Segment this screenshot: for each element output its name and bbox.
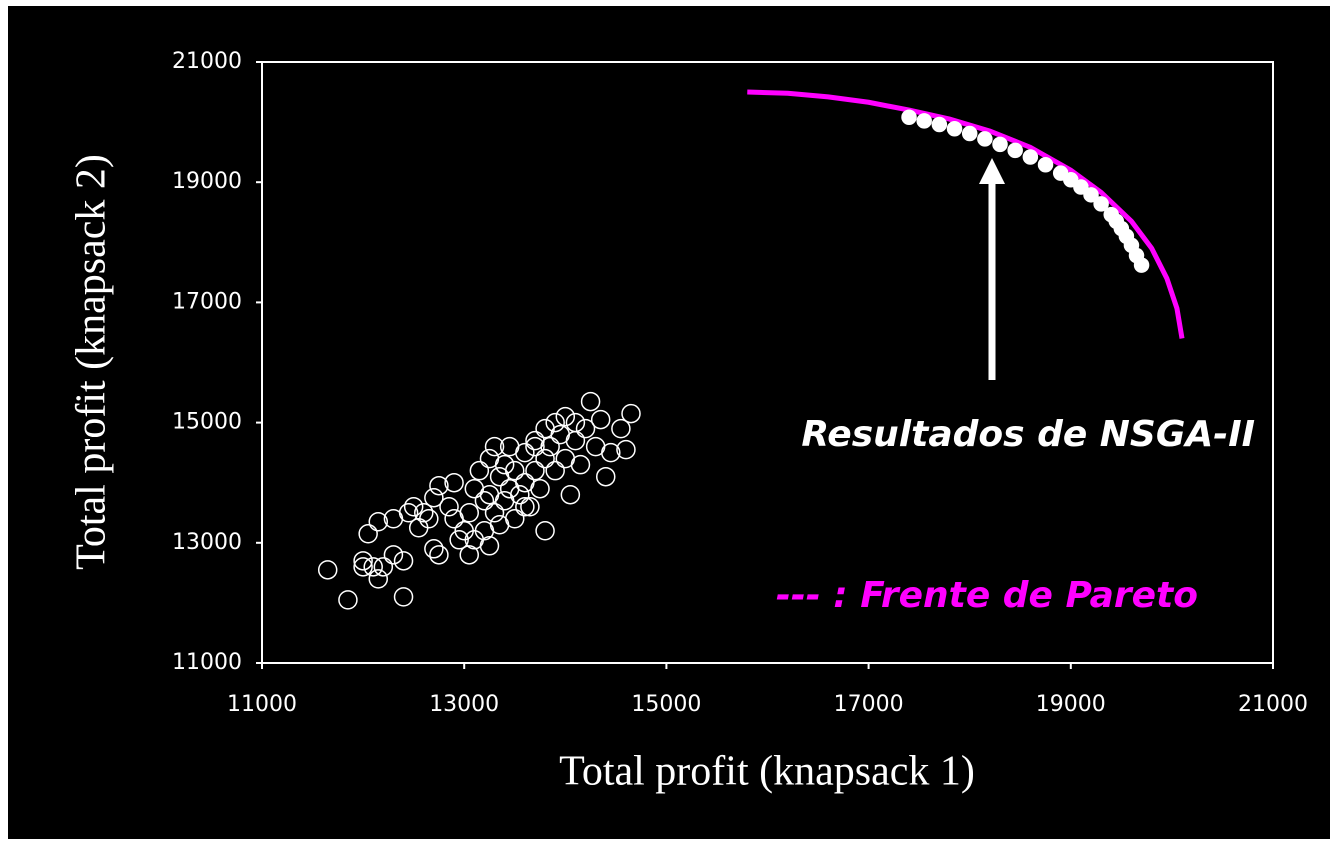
- initial-point: [353, 557, 373, 577]
- initial-point: [419, 509, 439, 529]
- initial-point: [621, 403, 641, 424]
- initial-point: [403, 496, 424, 517]
- initial-point: [439, 496, 459, 517]
- initial-point: [383, 545, 404, 565]
- x-axis-label: Total profit (knapsack 1): [559, 749, 975, 795]
- solution-point: [901, 109, 917, 126]
- solution-point: [1022, 149, 1039, 165]
- initial-point: [479, 536, 500, 556]
- x-tick-label: 19000: [1036, 692, 1106, 717]
- initial-point: [535, 448, 555, 469]
- solution-point: [946, 120, 963, 137]
- initial-point: [429, 475, 449, 496]
- solution-point: [916, 113, 932, 129]
- y-tick-label: 21000: [172, 49, 242, 74]
- initial-point: [429, 545, 449, 565]
- plot-frame: [261, 61, 1274, 664]
- initial-point: [494, 454, 515, 475]
- initial-point: [611, 418, 631, 439]
- initial-point: [575, 418, 596, 439]
- solution-point: [1133, 257, 1150, 273]
- x-tick-label: 13000: [429, 692, 499, 717]
- initial-point: [520, 496, 540, 517]
- initial-point: [484, 503, 505, 523]
- solution-point: [1073, 179, 1089, 195]
- initial-point: [555, 406, 576, 427]
- solution-point: [1083, 187, 1099, 203]
- y-tick-label: 11000: [172, 650, 242, 675]
- initial-point: [368, 512, 389, 532]
- initial-point: [525, 460, 545, 481]
- initial-point: [393, 587, 414, 607]
- initial-point: [565, 412, 586, 433]
- pareto-front: [747, 89, 1185, 339]
- initial-point: [363, 557, 383, 577]
- y-tick-label: 17000: [172, 289, 242, 314]
- initial-point: [580, 391, 601, 412]
- initial-point: [474, 490, 495, 511]
- initial-point: [373, 557, 394, 577]
- initial-point: [570, 454, 591, 475]
- initial-point: [510, 484, 530, 505]
- y-tick-label: 13000: [172, 530, 242, 555]
- initial-point: [484, 436, 505, 457]
- initial-point: [601, 442, 621, 463]
- initial-point: [540, 436, 560, 457]
- initial-point: [525, 436, 545, 457]
- initial-point: [616, 439, 636, 460]
- initial-point: [368, 569, 389, 589]
- initial-point: [535, 521, 555, 541]
- solution-point: [1007, 142, 1023, 159]
- initial-point: [444, 472, 464, 493]
- initial-point: [469, 460, 490, 481]
- initial-point: [459, 545, 480, 565]
- background: [8, 6, 1330, 839]
- initial-point: [449, 530, 469, 550]
- solution-point: [931, 116, 948, 133]
- y-axis-label: Total profit (knapsack 2): [69, 154, 115, 570]
- x-tick-label: 21000: [1238, 692, 1308, 717]
- initial-point: [515, 496, 535, 517]
- initial-point: [398, 503, 419, 523]
- initial-point: [424, 539, 444, 559]
- initial-point: [317, 560, 338, 580]
- initial-point: [505, 460, 525, 481]
- initial-point: [545, 412, 565, 433]
- solution-point: [1093, 196, 1109, 212]
- initial-point: [353, 551, 373, 571]
- solution-point: [992, 136, 1008, 153]
- initial-point: [393, 551, 414, 571]
- solution-point: [977, 131, 993, 147]
- initial-point: [560, 484, 581, 505]
- solution-point: [1037, 157, 1054, 173]
- initial-point: [358, 524, 378, 544]
- initial-point: [590, 409, 611, 430]
- y-tick-label: 19000: [172, 169, 242, 194]
- initial-point: [459, 503, 480, 523]
- solution-point: [961, 125, 978, 142]
- initial-point: [595, 466, 616, 487]
- y-tick-label: 15000: [172, 410, 242, 435]
- initial-point: [414, 503, 434, 523]
- initial-point: [530, 478, 550, 499]
- initial-point: [515, 442, 535, 463]
- initial-point: [424, 487, 444, 508]
- arrow-head: [979, 158, 1005, 184]
- x-tick-label: 15000: [631, 692, 701, 717]
- initial-point: [338, 590, 358, 610]
- x-tick-label: 17000: [834, 692, 904, 717]
- initial-point: [545, 460, 565, 481]
- x-tick-label: 11000: [227, 692, 297, 717]
- nsga-annotation: Resultados de NSGA-II: [801, 414, 1255, 455]
- pareto-legend: --- : Frente de Pareto: [776, 575, 1198, 616]
- initial-point: [505, 509, 525, 529]
